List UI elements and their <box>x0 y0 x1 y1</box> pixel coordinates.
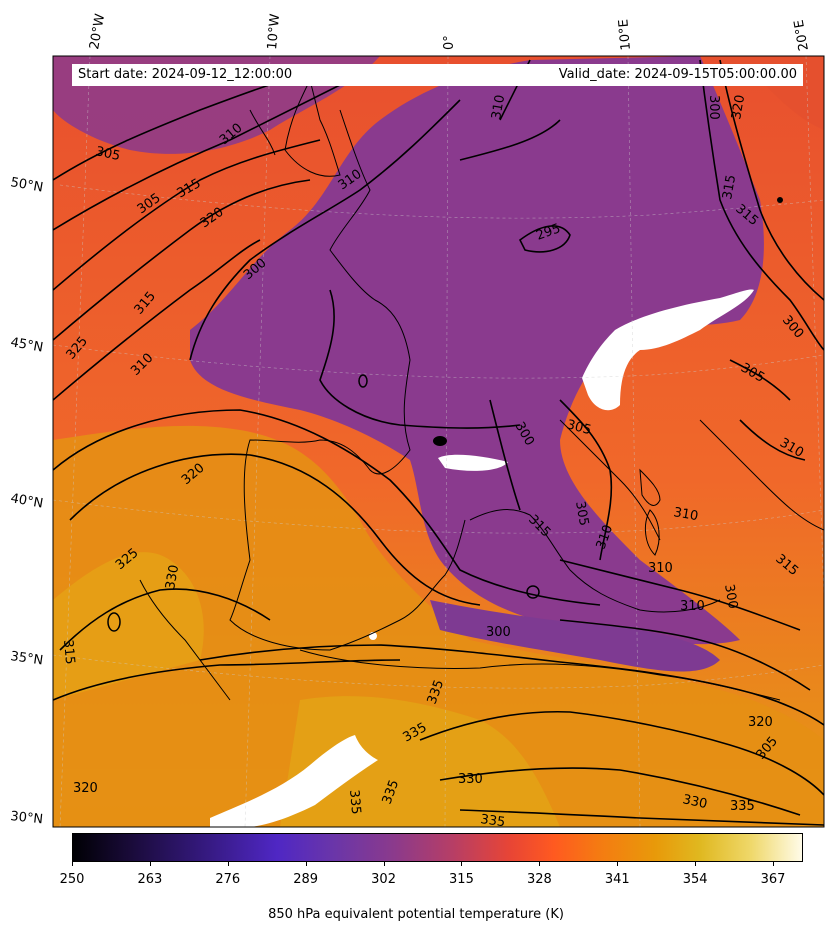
missing-data-atlas <box>210 735 378 827</box>
cold-air-mass <box>190 56 764 645</box>
colorbar-ticks: 250 263 276 289 302 315 328 341 354 367 <box>60 862 803 892</box>
colorbar-tick-label: 276 <box>215 872 241 887</box>
contour-blobs <box>107 197 783 632</box>
colorbar-tick <box>149 862 151 866</box>
lon-label-0: 0° <box>442 35 457 50</box>
colorbar-tick-label: 263 <box>137 872 163 887</box>
colorbar-label: 850 hPa equivalent potential temperature… <box>268 907 564 922</box>
contour-label-group: 305 310 305 315 320 310 300 315 325 310 … <box>60 94 806 831</box>
warm-region-south <box>53 425 824 827</box>
colorbar-tick-label: 250 <box>59 872 85 887</box>
contour-label: 320 <box>729 94 748 121</box>
lon-label-10e: 10°E <box>616 19 634 51</box>
map-area <box>53 56 824 827</box>
lat-label-40n: 40°N <box>9 491 44 511</box>
contour-label: 330 <box>163 564 182 591</box>
colorbar-tick <box>305 862 307 866</box>
colorbar-tick-label: 289 <box>293 872 319 887</box>
contour-label: 310 <box>489 94 508 121</box>
coastlines <box>139 78 824 701</box>
contour-label: 305 <box>572 500 591 527</box>
contour-label: 305 <box>94 144 121 164</box>
contour-label: 300 <box>706 95 721 120</box>
lat-label-45n: 45°N <box>9 335 44 355</box>
colorbar-tick-label: 315 <box>449 872 474 887</box>
missing-data-alps <box>582 289 754 411</box>
colorbar-tick <box>539 862 541 866</box>
valid-date-text: Valid_date: 2024-09-15T05:00:00.00 <box>558 67 797 82</box>
colorbar-tick-label: 328 <box>526 872 552 887</box>
contour-lines <box>53 59 824 826</box>
colorbar-tick <box>461 862 463 866</box>
contour-label: 320 <box>748 715 773 730</box>
contour-label: 330 <box>458 772 483 787</box>
contour-label: 310 <box>672 505 699 524</box>
missing-data-pyrenees <box>438 454 508 471</box>
longitude-labels: 20°W 10°W 0° 10°E 20°E <box>87 13 812 52</box>
lon-label-10w: 10°W <box>265 13 283 50</box>
contour-label: 310 <box>648 561 673 576</box>
contour-label: 305 <box>565 417 593 438</box>
colorbar-tick <box>773 862 775 866</box>
info-header: Start date: 2024-09-12_12:00:00 Valid_da… <box>72 64 803 86</box>
latitude-labels: 50°N 45°N 40°N 35°N 30°N <box>9 175 44 827</box>
contour-label: 315 <box>720 174 739 201</box>
contour-label: 335 <box>346 789 363 815</box>
colorbar-tick <box>227 862 229 866</box>
colorbar-tick <box>617 862 619 866</box>
lon-label-20w: 20°W <box>87 13 108 51</box>
colorbar-tick-label: 302 <box>371 872 396 887</box>
contour-label: 330 <box>681 792 708 812</box>
lon-label-20e: 20°E <box>792 19 812 52</box>
start-date-text: Start date: 2024-09-12_12:00:00 <box>78 67 293 82</box>
contour-label: 310 <box>680 599 705 614</box>
contour-label: 320 <box>73 781 98 796</box>
contour-label: 300 <box>721 583 740 610</box>
contour-label: 315 <box>60 639 77 665</box>
contour-label: 335 <box>730 799 755 814</box>
colorbar-tick <box>695 862 697 866</box>
contour-label: 300 <box>486 625 511 640</box>
colorbar-tick-label: 367 <box>760 872 786 887</box>
contour-label: 335 <box>479 812 506 830</box>
lat-label-35n: 35°N <box>9 649 44 668</box>
colorbar-tick-label: 341 <box>604 872 630 887</box>
lat-label-50n: 50°N <box>9 175 44 195</box>
map-frame <box>52 55 825 828</box>
colorbar-tick <box>383 862 385 866</box>
lat-label-30n: 30°N <box>10 809 44 827</box>
colorbar <box>72 833 803 862</box>
colorbar-tick <box>72 862 73 866</box>
colorbar-tick-label: 354 <box>682 872 708 887</box>
